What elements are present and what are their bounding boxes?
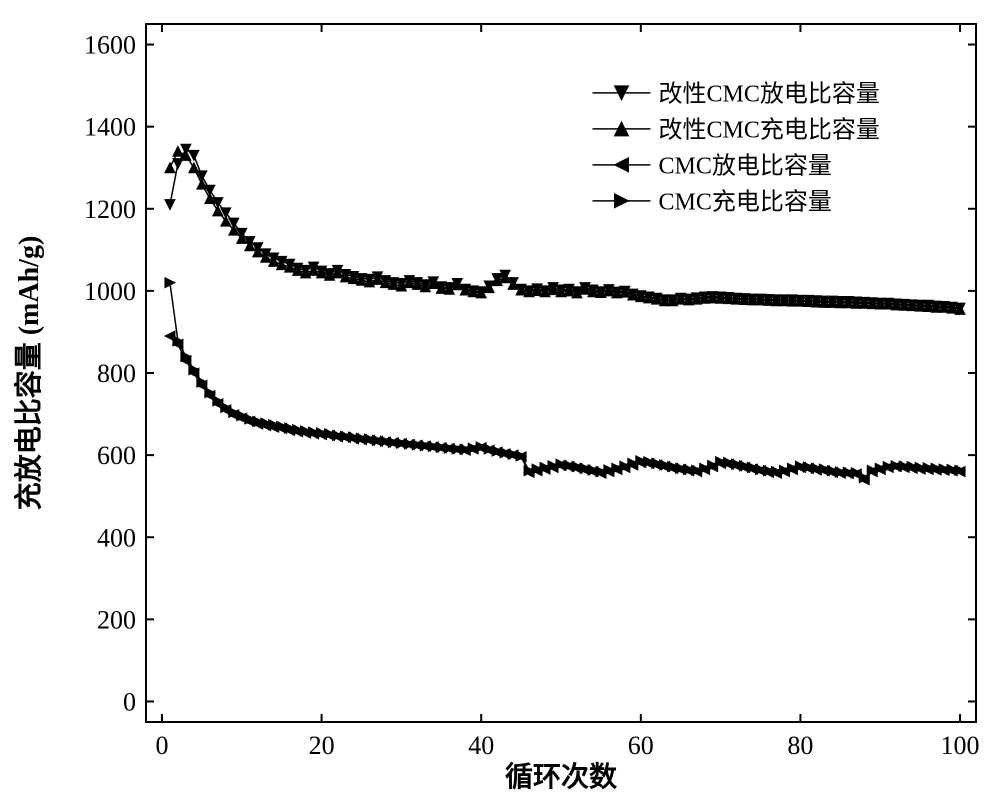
x-tick-label: 100: [941, 731, 980, 760]
legend-label: CMC充电比容量: [659, 188, 832, 215]
y-tick-label: 1600: [84, 31, 136, 60]
x-tick-label: 0: [155, 731, 168, 760]
legend-sample-marker: [615, 194, 629, 208]
y-tick-label: 600: [97, 441, 136, 470]
x-tick-label: 20: [309, 731, 335, 760]
y-tick-label: 400: [97, 523, 136, 552]
y-tick-label: 800: [97, 359, 136, 388]
legend-label: CMC放电比容量: [659, 152, 832, 179]
y-tick-label: 200: [97, 605, 136, 634]
chart: 0204060801000200400600800100012001400160…: [0, 0, 1000, 808]
y-tick-label: 0: [123, 688, 136, 717]
x-tick-label: 60: [628, 731, 654, 760]
series-marker-modified_cmc_charge: [197, 179, 207, 189]
chart-container: { "chart": { "type": "line+scatter", "wi…: [0, 0, 1000, 808]
x-tick-label: 40: [468, 731, 494, 760]
series-marker-modified_cmc_charge: [165, 163, 175, 173]
legend-sample-marker: [615, 158, 629, 172]
x-tick-label: 80: [787, 731, 813, 760]
series-line-cmc_discharge: [170, 336, 960, 480]
y-tick-label: 1400: [84, 113, 136, 142]
series-line-cmc_charge: [170, 283, 960, 478]
y-tick-label: 1200: [84, 195, 136, 224]
series-marker-modified_cmc_charge: [173, 146, 183, 156]
y-tick-label: 1000: [84, 277, 136, 306]
legend-label: 改性CMC充电比容量: [659, 116, 880, 143]
y-axis-label: 充放电比容量 (mAh/g): [12, 236, 45, 511]
series-marker-modified_cmc_discharge: [165, 200, 175, 210]
x-axis-label: 循环次数: [505, 761, 618, 793]
legend-label: 改性CMC放电比容量: [659, 80, 880, 107]
